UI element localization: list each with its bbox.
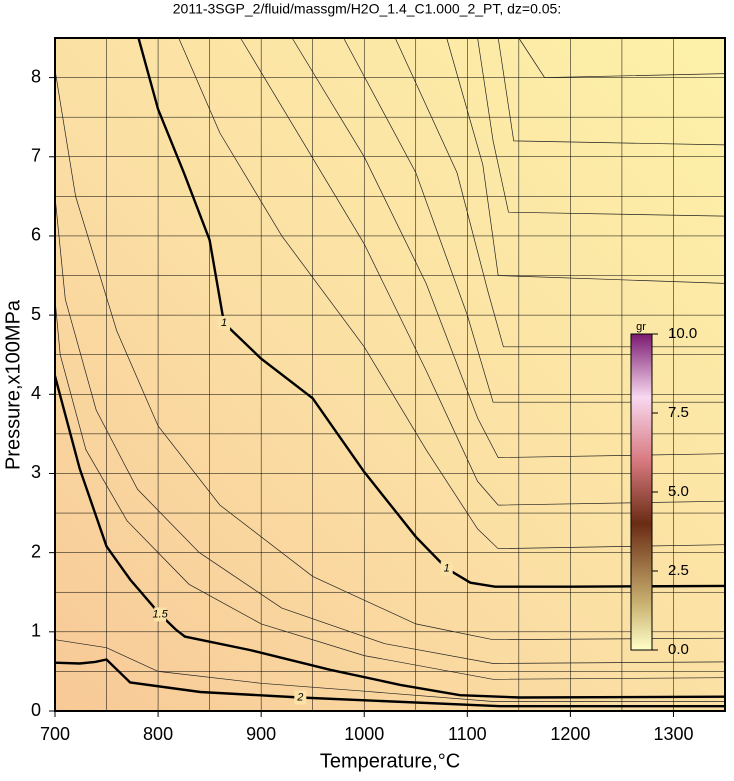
contour-line	[497, 37, 726, 146]
colorbar	[630, 333, 653, 651]
contour-line	[343, 37, 725, 403]
contour-line-major	[53, 375, 726, 699]
contour-label: 1	[444, 562, 450, 574]
contour-line-major	[54, 658, 725, 708]
contour-line	[54, 196, 726, 664]
x-tick-label: 900	[246, 724, 276, 744]
x-tick-label: 1000	[344, 724, 384, 744]
contour-line	[178, 37, 726, 550]
y-tick-label: 7	[31, 146, 41, 166]
grid	[54, 38, 725, 712]
colorbar-tick-label: 2.5	[668, 562, 689, 579]
contour-label-bg	[218, 316, 231, 331]
x-tick-label: 1100	[448, 724, 487, 744]
y-axis-label: Pressure,x100MPa	[2, 299, 24, 470]
contour-label-bg	[154, 607, 167, 622]
contour-line	[394, 37, 725, 348]
y-tick-label: 5	[31, 304, 41, 324]
contour-label-bg	[440, 561, 453, 576]
colorbar-tick-label: 7.5	[668, 404, 689, 421]
plot-background	[55, 38, 725, 711]
y-tick-label: 6	[31, 225, 41, 245]
contour-label-bg	[294, 690, 307, 705]
y-tick-label: 4	[31, 383, 41, 403]
contour-line	[240, 37, 726, 506]
contour-line	[446, 37, 726, 284]
colorbar-label: gr	[636, 321, 646, 333]
contour-line	[477, 37, 726, 217]
contour-line	[54, 299, 726, 680]
contour-line	[54, 639, 725, 702]
contour-label: 1	[221, 317, 227, 329]
contour-line	[291, 37, 726, 458]
chart-title: 2011-3SGP_2/fluid/massgm/H2O_1.4_C1.000_…	[173, 1, 561, 17]
x-tick-label: 1300	[653, 724, 693, 744]
x-tick-label: 800	[143, 724, 173, 744]
x-axis-label: Temperature,°C	[320, 750, 460, 772]
contour-line-major	[137, 37, 726, 588]
y-tick-label: 1	[31, 621, 41, 641]
frame	[54, 37, 726, 712]
contour-label: 2	[296, 691, 303, 703]
x-tick-label: 1200	[550, 724, 590, 744]
y-tick-label: 0	[31, 700, 41, 720]
contour-line	[518, 37, 726, 78]
y-tick-label: 8	[31, 66, 41, 86]
colorbar-tick-label: 5.0	[668, 483, 689, 500]
contour-line	[54, 69, 726, 641]
colorbar-tick-label: 10.0	[668, 325, 697, 342]
y-tick-label: 3	[31, 462, 41, 482]
colorbar-tick-label: 0.0	[668, 641, 689, 658]
contour-label: 1.5	[152, 608, 168, 620]
contours: 111.52	[53, 37, 726, 708]
x-tick-label: 700	[40, 724, 70, 744]
y-tick-label: 2	[31, 541, 41, 561]
